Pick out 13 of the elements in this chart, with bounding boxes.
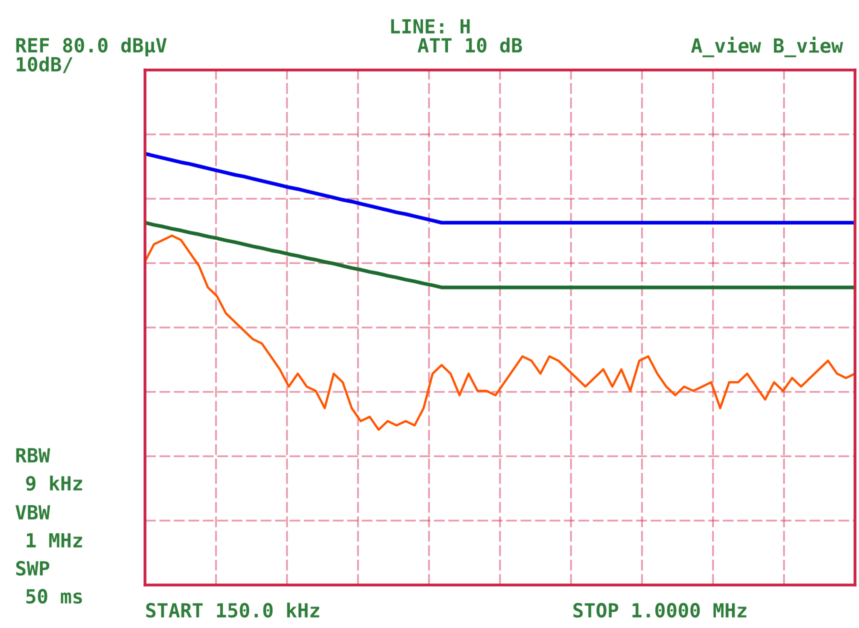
- text: VBW: [16, 505, 50, 520]
- text: 50 ms: [26, 588, 82, 604]
- text: ATT 10 dB: [418, 38, 522, 53]
- text: REF 80.0 dBµV: [16, 38, 167, 56]
- text: 9 kHz: [26, 476, 82, 491]
- text: A_view B_view: [691, 36, 844, 58]
- text: START 150.0 kHz: [146, 602, 320, 618]
- text: 1 MHz: [26, 533, 82, 548]
- text: RBW: [16, 448, 50, 462]
- text: SWP: [16, 560, 50, 576]
- text: STOP 1.0000 MHz: [573, 602, 746, 618]
- text: LINE: H: [391, 19, 470, 34]
- text: 10dB/: [16, 56, 72, 74]
